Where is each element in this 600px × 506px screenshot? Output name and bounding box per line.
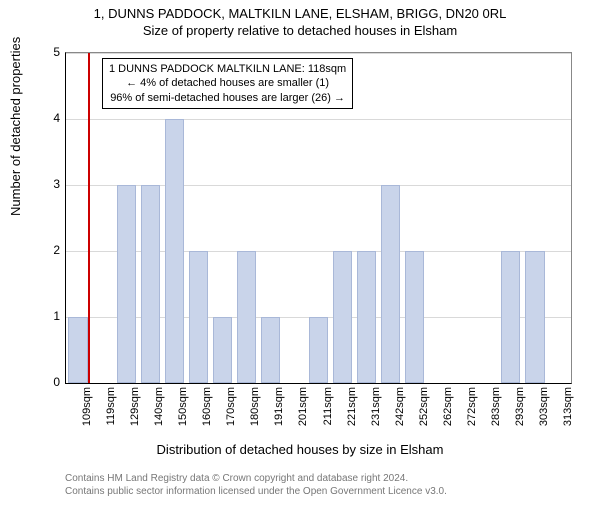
y-tick-label: 0 [32, 375, 60, 389]
x-tick-label: 313sqm [562, 387, 574, 426]
y-tick-label: 4 [32, 111, 60, 125]
y-axis-label: Number of detached properties [8, 37, 23, 216]
x-tick-label: 119sqm [105, 387, 117, 425]
annotation-line-2: ← 4% of detached houses are smaller (1) [109, 76, 346, 90]
bar [261, 317, 280, 383]
x-tick-label: 283sqm [490, 387, 502, 426]
title-line-1: 1, DUNNS PADDOCK, MALTKILN LANE, ELSHAM,… [0, 6, 600, 21]
gridline [66, 53, 571, 54]
bar [68, 317, 87, 383]
x-tick-label: 140sqm [153, 387, 165, 426]
x-tick-label: 129sqm [129, 387, 141, 426]
x-tick-label: 211sqm [322, 387, 334, 425]
bar [333, 251, 352, 383]
bar [189, 251, 208, 383]
x-tick-label: 293sqm [514, 387, 526, 426]
y-tick-label: 3 [32, 177, 60, 191]
annotation-box: 1 DUNNS PADDOCK MALTKILN LANE: 118sqm ← … [102, 58, 353, 109]
bar [525, 251, 544, 383]
footnote-line-2: Contains public sector information licen… [65, 485, 447, 498]
x-tick-label: 303sqm [538, 387, 550, 426]
x-tick-label: 272sqm [466, 387, 478, 426]
x-tick-label: 242sqm [394, 387, 406, 426]
bar [213, 317, 232, 383]
annotation-line-3: 96% of semi-detached houses are larger (… [109, 91, 346, 105]
annotation-line-1: 1 DUNNS PADDOCK MALTKILN LANE: 118sqm [109, 62, 346, 76]
bar [357, 251, 376, 383]
y-tick-label: 5 [32, 45, 60, 59]
x-tick-label: 180sqm [249, 387, 261, 426]
x-tick-label: 201sqm [297, 387, 309, 426]
bar [141, 185, 160, 383]
x-tick-label: 252sqm [418, 387, 430, 426]
gridline [66, 119, 571, 120]
bar [501, 251, 520, 383]
bar [117, 185, 136, 383]
x-tick-label: 221sqm [346, 387, 358, 426]
bar [405, 251, 424, 383]
footnote-line-1: Contains HM Land Registry data © Crown c… [65, 472, 447, 485]
y-tick-label: 2 [32, 243, 60, 257]
reference-line [88, 53, 90, 383]
bar [237, 251, 256, 383]
x-tick-label: 109sqm [81, 387, 93, 426]
x-tick-label: 150sqm [177, 387, 189, 426]
x-tick-label: 191sqm [273, 387, 285, 426]
x-tick-label: 170sqm [225, 387, 237, 426]
bar [381, 185, 400, 383]
title-line-2: Size of property relative to detached ho… [0, 23, 600, 38]
x-tick-label: 231sqm [370, 387, 382, 426]
x-axis-label: Distribution of detached houses by size … [0, 442, 600, 457]
x-tick-label: 262sqm [442, 387, 454, 426]
footnote: Contains HM Land Registry data © Crown c… [65, 472, 447, 498]
bar [309, 317, 328, 383]
y-tick-label: 1 [32, 309, 60, 323]
x-tick-label: 160sqm [201, 387, 213, 426]
bar [165, 119, 184, 383]
